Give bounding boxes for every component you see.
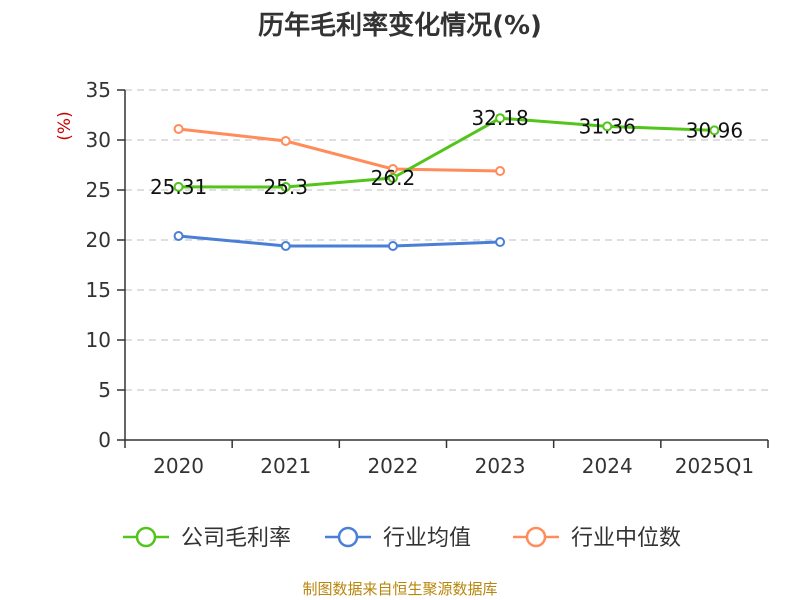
series-line-1 <box>177 234 502 248</box>
data-label: 26.2 <box>371 166 416 190</box>
source-note: 制图数据来自恒生聚源数据库 <box>302 580 497 598</box>
data-point[interactable] <box>495 237 506 247</box>
y-tick-label: 35 <box>86 78 111 102</box>
x-tick-label: 2023 <box>475 454 526 478</box>
data-point[interactable] <box>709 125 720 136</box>
data-point[interactable] <box>280 182 291 192</box>
y-tick-label: 20 <box>86 228 111 252</box>
data-point[interactable] <box>387 241 398 251</box>
data-label: 30.96 <box>686 118 743 142</box>
y-tick-label: 10 <box>86 328 111 352</box>
x-tick-label: 2021 <box>260 454 311 478</box>
x-tick-label: 2022 <box>367 454 418 478</box>
data-point[interactable] <box>280 241 291 251</box>
series-line-2 <box>177 127 502 173</box>
y-tick-label: 30 <box>86 128 111 152</box>
data-point[interactable] <box>602 121 613 132</box>
series-line-0 <box>177 116 716 189</box>
data-point[interactable] <box>495 166 506 176</box>
x-tick-label: 2024 <box>582 454 633 478</box>
data-label: 25.31 <box>150 175 207 199</box>
chart-title: 历年毛利率变化情况(%) <box>258 10 542 41</box>
y-tick-label: 25 <box>86 178 111 202</box>
x-tick-label: 2025Q1 <box>675 454 754 478</box>
y-tick-label: 5 <box>98 378 111 402</box>
data-point[interactable] <box>495 113 506 124</box>
data-label: 32.18 <box>471 106 528 130</box>
data-label: 25.3 <box>263 175 308 199</box>
data-point[interactable] <box>173 181 184 192</box>
y-tick-label: 15 <box>86 278 111 302</box>
data-point[interactable] <box>387 173 398 183</box>
legend-marker <box>135 526 157 548</box>
y-axis-label: (%) <box>55 111 75 140</box>
data-label: 31.36 <box>579 114 636 138</box>
legend-label[interactable]: 行业中位数 <box>571 526 681 551</box>
legend-label[interactable]: 公司毛利率 <box>181 526 291 551</box>
series-lines <box>173 113 720 251</box>
data-labels: 25.31 25.3 26.2 32.18 31.36 30.96 <box>150 106 743 199</box>
data-point[interactable] <box>173 124 184 134</box>
legend-marker <box>525 526 547 548</box>
legend-marker <box>337 526 359 548</box>
y-tick-label: 0 <box>98 428 111 452</box>
data-point[interactable] <box>173 231 184 241</box>
legend: 公司毛利率 行业均值 行业中位数 <box>123 526 681 551</box>
data-point[interactable] <box>280 136 291 146</box>
x-tick-label: 2020 <box>153 454 204 478</box>
legend-label[interactable]: 行业均值 <box>383 526 471 551</box>
axes: 0 5 10 15 20 25 30 35 2020 2021 2022 2023 2024 2025Q1 <box>86 78 769 478</box>
